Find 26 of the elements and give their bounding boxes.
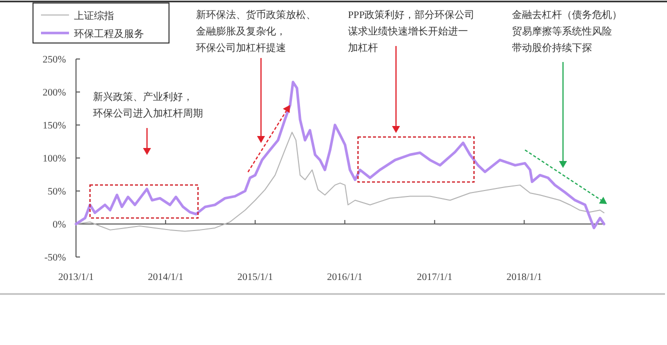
text: 金融膨胀及复杂化， [196,26,286,38]
y-tick-label: 100% [42,154,66,164]
y-tick-label: 200% [42,88,66,98]
x-tick-label: 2015/1/1 [237,272,273,283]
text: 贸易摩擦等系统性风险 [512,26,612,38]
text: PPP政策利好，部分环保公司 [348,9,475,21]
y-tick-label: 50% [48,186,66,198]
legend-label: 上证综指 [74,10,114,22]
legend-label: 环保工程及服务 [74,28,144,40]
text: 带动股价持续下探 [512,42,592,54]
text: 加杠杆 [348,42,378,54]
text: 金融去杠杆（债务危机） [512,9,622,21]
x-tick-label: 2016/1/1 [327,272,363,283]
x-tick-label: 2017/1/1 [416,272,452,283]
text: 谋求业绩快速增长开始进一 [348,26,468,38]
y-tick-label: 250% [42,54,66,66]
annotation: 环保公司进入加杠杆周期 [93,108,203,120]
x-tick-label: 2014/1/1 [148,272,184,283]
text: 新环保法、货币政策放松、 [196,9,316,21]
text: 环保公司加杠杆提速 [196,42,286,54]
x-tick-label: 2018/1/1 [506,272,542,283]
annotation: 新兴政策、产业利好， [93,91,193,103]
y-tick-label: -50% [44,252,66,264]
y-tick-label: 0% [52,220,66,230]
y-tick-label: 150% [42,120,66,132]
x-tick-label: 2013/1/1 [58,272,94,283]
